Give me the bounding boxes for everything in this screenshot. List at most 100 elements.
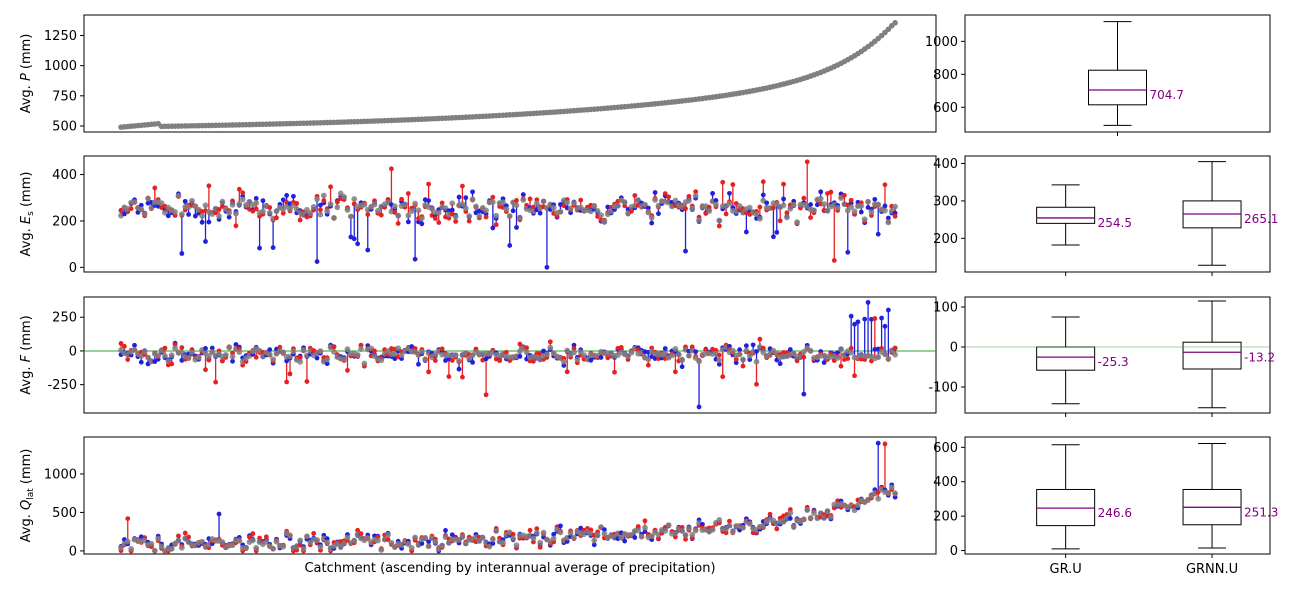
f-panel-obs-point: [736, 351, 743, 358]
es-panel-gr-point: [710, 190, 715, 196]
es-panel-obs-point: [567, 205, 574, 212]
ylabel-text: F: [19, 354, 34, 362]
f-panel-grnn-point: [331, 344, 337, 350]
es-panel-gr-point: [355, 241, 361, 247]
qlat-panel-ytick-label: 1000: [44, 467, 77, 482]
f-panel-grnn-point: [483, 392, 489, 398]
es-panel-grnn-point: [318, 207, 323, 213]
f-panel-grnn-point: [503, 349, 509, 355]
qlat-panel-grnn-point: [527, 527, 533, 533]
es-panel-grnn-point: [280, 210, 286, 216]
f-panel-grnn-point: [449, 358, 455, 363]
qlat-panel-gr-point: [642, 529, 648, 535]
f-panel-gr-point: [571, 342, 577, 348]
qlat-panel-obs-point: [567, 529, 574, 536]
f-panel-obs-point: [675, 351, 682, 358]
f-panel-obs-point: [344, 346, 351, 353]
qlat-panel-gr-point: [426, 539, 432, 545]
es-panel-grnn-point: [213, 210, 219, 216]
f-panel-gr-point: [138, 359, 144, 365]
f-panel-frame: [83, 296, 937, 414]
f-panel-obs-point: [892, 351, 899, 358]
qlat-panel-obs-point: [888, 484, 895, 491]
es-panel-gr-point: [456, 194, 462, 200]
es-panel-obs-point: [540, 198, 547, 205]
es-panel-obs-point: [178, 211, 185, 218]
qlat-panel-grnn-point: [257, 535, 262, 541]
es-panel-obs-point: [692, 192, 699, 199]
f-panel-obs-point: [155, 352, 162, 359]
f-panel-gr-point: [855, 319, 861, 325]
es-panel-obs-point: [861, 216, 868, 223]
p-panel-frame: [83, 14, 937, 133]
qlat-panel-obs-point: [662, 527, 669, 534]
es-panel-ytick-label: 400: [52, 168, 77, 183]
es-panel-gr-point: [845, 249, 851, 255]
es-panel-obs-point: [412, 200, 418, 207]
f-panel-grnn-point: [125, 357, 131, 362]
f-panel-gr-point: [209, 345, 215, 351]
f-panel-grnn-point: [564, 369, 570, 375]
qlat-panel-grnn-point: [247, 534, 252, 540]
qlat-panel-gr-point: [449, 532, 455, 538]
es-panel-grnn-point: [453, 219, 459, 224]
es-panel-gr-point: [449, 207, 455, 213]
f-panel-obs-point: [686, 352, 692, 359]
es-panel-obs-point: [794, 219, 800, 226]
qlat-box-panel-ytick-label: 200: [933, 510, 958, 525]
es-panel-gr-point: [713, 197, 719, 203]
ylabel-text: (mm): [19, 34, 34, 74]
qlat-panel-grnn-point: [882, 441, 888, 447]
es-panel-obs-point: [320, 192, 327, 199]
qlat-panel-gr-point: [443, 528, 448, 533]
qlat-panel-obs-point: [249, 537, 256, 544]
f-panel-obs-point: [361, 360, 368, 367]
ylabel-text: Avg.: [19, 362, 34, 394]
f-panel-grnn-point: [720, 374, 726, 380]
f-panel-obs-point: [560, 358, 567, 365]
qlat-panel-grnn-point: [635, 524, 641, 529]
es-panel-obs-point: [469, 196, 476, 203]
es-box-panel-iqr-box: [1036, 206, 1096, 224]
es-panel-obs-point: [162, 209, 168, 216]
qlat-panel-grnn-point: [125, 516, 131, 521]
qlat-panel-obs-point: [530, 535, 537, 542]
p-point: [892, 20, 898, 26]
es-panel-gr-point: [351, 236, 357, 242]
p-panel-ytick-label: 750: [52, 89, 77, 104]
ylabel-2: Avg. F (mm): [19, 315, 34, 394]
ylabel-text: (mm): [19, 315, 34, 355]
es-panel-obs-point: [615, 202, 621, 209]
qlat-panel-obs-point: [168, 545, 175, 552]
f-panel-grnn-point: [460, 374, 465, 380]
es-panel-grnn-point: [297, 217, 303, 223]
es-panel-grnn-point: [128, 206, 134, 212]
es-panel-gr-point: [412, 256, 418, 262]
f-panel-gr-point: [284, 358, 290, 364]
es-panel-obs-point: [753, 211, 760, 218]
f-panel-gr-point: [203, 345, 208, 351]
es-panel-gr-point: [280, 197, 286, 203]
f-panel-grnn-point: [121, 343, 127, 349]
es-box-panel-median-label: 265.1: [1244, 212, 1278, 226]
qlat-box-panel-box: 246.6: [1036, 444, 1132, 550]
f-panel-gr-point: [267, 347, 273, 353]
es-panel-grnn-point: [781, 181, 786, 187]
es-box-panel-median-label: 254.5: [1098, 216, 1132, 230]
f-panel-obs-point: [189, 349, 195, 356]
es-panel-obs-point: [202, 202, 209, 209]
qlat-panel-obs-point: [287, 532, 293, 539]
f-panel-gr-point: [598, 355, 604, 360]
es-panel-gr-point: [544, 264, 550, 270]
es-panel-gr-point: [727, 190, 732, 196]
f-panel-obs-point: [398, 352, 405, 359]
qlat-box-panel-median-label: 251.3: [1244, 505, 1278, 519]
f-panel-obs-point: [172, 345, 178, 352]
es-panel-gr-point: [771, 234, 776, 240]
es-panel-grnn-point: [723, 211, 729, 217]
es-panel-grnn-point: [531, 204, 536, 210]
f-panel-gr-point: [716, 361, 722, 367]
f-panel-obs-point: [628, 349, 635, 356]
es-panel-obs-point: [462, 205, 469, 212]
qlat-panel-gr-point: [632, 535, 638, 540]
